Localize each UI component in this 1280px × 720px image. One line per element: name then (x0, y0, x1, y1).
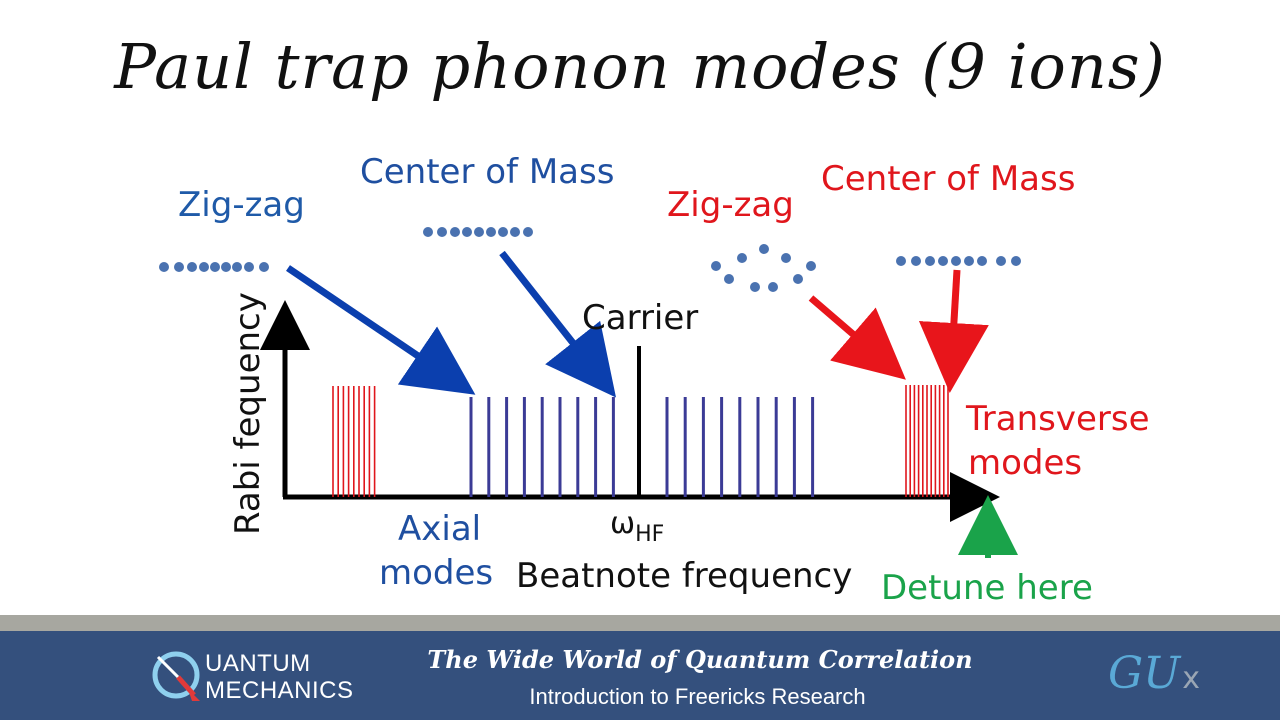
ion-dot (768, 282, 778, 292)
footer-divider (0, 615, 1280, 631)
quantum-mechanics-logo-text: UANTUM MECHANICS (205, 650, 354, 704)
arrow-com-transverse (918, 269, 989, 393)
ion-chain-zigzag-transverse (711, 244, 816, 292)
gux-logo-x: x (1182, 661, 1200, 696)
gux-logo: GUx (1108, 648, 1200, 699)
ion-dot (199, 262, 209, 272)
label-transverse-line2: modes (968, 443, 1082, 483)
ion-dot (896, 256, 906, 266)
label-x-axis: Beatnote frequency (516, 556, 852, 596)
ion-dot (232, 262, 242, 272)
phonon-mode-diagram: Zig-zag Center of Mass Zig-zag Center of… (159, 152, 1150, 608)
ion-chain-com-transverse (896, 256, 1021, 266)
quantum-mechanics-logo-icon (152, 651, 200, 701)
ion-dot (523, 227, 533, 237)
ion-dot (964, 256, 974, 266)
ion-dot (737, 253, 747, 263)
ion-dot (187, 262, 197, 272)
ion-dot (996, 256, 1006, 266)
label-omega-hf: ωHF (610, 506, 664, 547)
label-carrier: Carrier (582, 298, 698, 338)
ion-dot (793, 274, 803, 284)
transverse-sideband-lines-left (332, 386, 376, 497)
arrow-zigzag-transverse (808, 295, 906, 380)
ion-chain-com-axial (423, 227, 533, 237)
label-transverse-line1: Transverse (965, 399, 1150, 439)
arrow-zigzag-axial (286, 265, 476, 395)
course-title: The Wide World of Quantum Correlation (427, 645, 973, 674)
ion-chain-zigzag-axial (159, 262, 269, 272)
ion-dot (450, 227, 460, 237)
ion-dot (711, 261, 721, 271)
label-y-axis: Rabi fequency (228, 292, 268, 535)
label-com-transverse: Center of Mass (821, 159, 1075, 199)
axial-sideband-lines-left (469, 397, 615, 497)
slide-title: Paul trap phonon modes (9 ions) (114, 30, 1166, 103)
ion-dot (781, 253, 791, 263)
ion-dot (437, 227, 447, 237)
ion-dot (498, 227, 508, 237)
ion-dot (951, 256, 961, 266)
ion-dot (806, 261, 816, 271)
label-axial-line2: modes (379, 553, 493, 593)
logo-line-2: MECHANICS (205, 677, 354, 704)
ion-dot (925, 256, 935, 266)
label-zigzag-transverse: Zig-zag (667, 185, 794, 225)
ion-dot (911, 256, 921, 266)
ion-dot (1011, 256, 1021, 266)
label-com-axial: Center of Mass (360, 152, 614, 192)
ion-dot (244, 262, 254, 272)
ion-dot (259, 262, 269, 272)
label-zigzag-axial: Zig-zag (178, 185, 305, 225)
ion-dot (159, 262, 169, 272)
ion-dot (724, 274, 734, 284)
ion-dot (486, 227, 496, 237)
ion-dot (938, 256, 948, 266)
ion-dot (210, 262, 220, 272)
ion-dot (462, 227, 472, 237)
ion-dot (423, 227, 433, 237)
gux-logo-main: GU (1108, 648, 1181, 699)
label-axial-line1: Axial (398, 509, 481, 549)
ion-dot (221, 262, 231, 272)
ion-dot (977, 256, 987, 266)
logo-line-1: UANTUM (205, 650, 311, 677)
course-subtitle: Introduction to Freericks Research (529, 684, 866, 709)
footer-bar (0, 631, 1280, 720)
ion-dot (750, 282, 760, 292)
ion-dot (510, 227, 520, 237)
label-detune: Detune here (881, 568, 1093, 608)
ion-dot (474, 227, 484, 237)
transverse-sideband-lines-right (905, 385, 949, 497)
arrow-com-axial (499, 250, 617, 398)
ion-dot (759, 244, 769, 254)
axial-sideband-lines-right (665, 397, 815, 497)
ion-dot (174, 262, 184, 272)
